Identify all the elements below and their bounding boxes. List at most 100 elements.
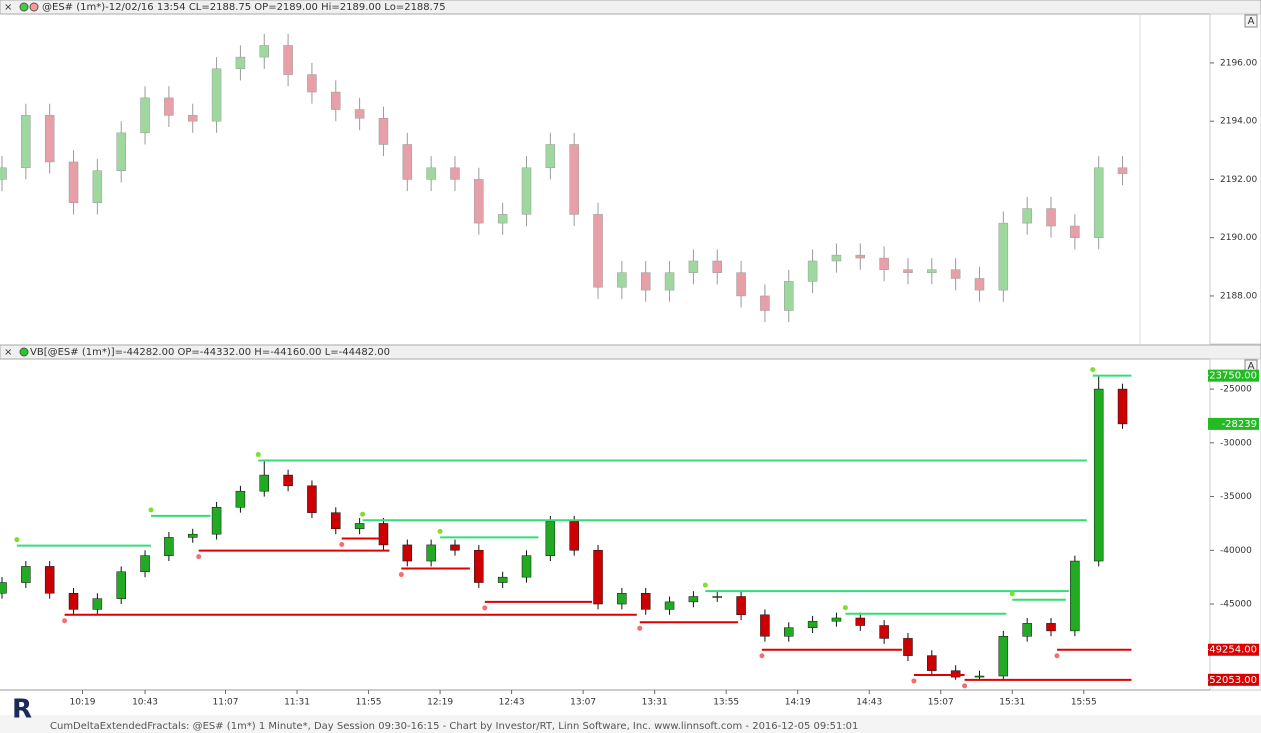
candle-body	[259, 45, 270, 58]
candle-body	[903, 269, 913, 273]
candle-body	[593, 214, 603, 288]
pane-title: @ES# (1m*)-12/02/16 13:54 CL=2188.75 OP=…	[42, 2, 446, 13]
x-tick-label: 11:07	[213, 698, 239, 708]
price-marker-label: -52053.00	[1206, 675, 1257, 686]
auto-scale-icon[interactable]: A	[1248, 16, 1255, 27]
price-marker	[1208, 643, 1259, 656]
y-tick-label: -35000	[1220, 492, 1252, 502]
fractal-dot	[339, 541, 345, 547]
status-dot[interactable]	[19, 347, 29, 357]
y-tick-label: 2194.00	[1220, 117, 1257, 127]
candle-body	[378, 523, 389, 546]
candle-body	[855, 617, 866, 626]
candle-body	[521, 167, 532, 215]
candle-body	[760, 614, 770, 637]
x-tick-label: 12:43	[499, 698, 525, 708]
candle-body	[450, 544, 460, 551]
y-tick-label: -25000	[1220, 385, 1252, 395]
candle-body	[807, 620, 818, 628]
candle-body	[164, 537, 174, 556]
candle-body	[307, 74, 317, 93]
y-tick-label: 2196.00	[1220, 58, 1257, 68]
x-tick-label: 15:55	[1071, 698, 1097, 708]
auto-scale-button[interactable]	[1244, 14, 1258, 28]
candle-body	[307, 485, 317, 513]
candle-body	[497, 576, 508, 583]
candle-body	[68, 593, 79, 610]
close-icon[interactable]: ×	[4, 347, 12, 358]
candle-body	[569, 144, 579, 215]
candle-body	[44, 115, 55, 163]
x-tick-label: 10:43	[132, 698, 158, 708]
candle-body	[450, 167, 460, 180]
candle-body	[784, 281, 794, 311]
candle-body	[21, 115, 31, 169]
candle-body	[164, 97, 174, 116]
candle-body	[974, 675, 985, 678]
fractal-dot	[398, 572, 404, 578]
candle-body	[736, 596, 746, 616]
y-tick-label: 2188.00	[1220, 291, 1257, 301]
candle-body	[1117, 167, 1128, 174]
candle-body	[92, 598, 103, 610]
candle-body	[474, 179, 484, 224]
fractal-dot	[148, 507, 154, 513]
candle-body	[1070, 560, 1080, 632]
candle-body	[712, 596, 722, 598]
fractal-dot	[255, 452, 261, 458]
status-dot[interactable]	[19, 2, 29, 12]
x-tick-label: 11:31	[284, 698, 310, 708]
candle-body	[354, 523, 365, 530]
candle-body	[879, 257, 889, 270]
fractal-dot	[637, 625, 643, 631]
candle-body	[807, 260, 818, 282]
candle-body	[1022, 623, 1032, 637]
candle-body	[640, 593, 651, 610]
candle-body	[68, 161, 79, 203]
fractal-dot	[196, 554, 202, 560]
candle-body	[378, 118, 389, 145]
candle-body	[688, 260, 699, 273]
candle-body	[426, 167, 436, 180]
candle-body	[402, 544, 413, 562]
auto-scale-icon[interactable]: A	[1248, 361, 1255, 372]
y-tick-label: 2192.00	[1220, 175, 1257, 185]
x-tick-label: 13:07	[570, 698, 596, 708]
candle-body	[1070, 225, 1080, 238]
x-tick-label: 14:43	[856, 698, 882, 708]
candle-body	[545, 521, 556, 556]
candle-body	[21, 566, 31, 583]
fractal-dot	[62, 618, 68, 624]
candle-body	[927, 269, 937, 273]
candle-body	[1046, 623, 1056, 632]
x-tick-label: 14:19	[785, 698, 811, 708]
candle-body	[235, 56, 246, 70]
fractal-dot	[911, 678, 917, 684]
pane-header	[0, 0, 1261, 15]
x-tick-label: 13:31	[642, 698, 668, 708]
status-dot[interactable]	[29, 2, 39, 12]
fractal-dot	[1054, 653, 1060, 659]
x-tick-label: 10:19	[69, 698, 95, 708]
candle-body	[0, 167, 7, 180]
y-tick-label: -30000	[1220, 438, 1252, 448]
candle-body	[426, 544, 436, 562]
candle-body	[116, 571, 126, 599]
fractal-dot	[360, 511, 366, 517]
candle-body	[211, 507, 222, 535]
candle-body	[92, 170, 103, 203]
candle-body	[712, 260, 722, 273]
candle-body	[831, 254, 842, 262]
logo: R	[12, 695, 32, 725]
candle-body	[927, 655, 937, 671]
candle-body	[211, 68, 222, 122]
fractal-dot	[702, 582, 708, 588]
price-axis	[1209, 13, 1261, 345]
candle-body	[617, 593, 627, 605]
candle-body	[569, 521, 579, 551]
price-marker	[1208, 673, 1259, 686]
close-icon[interactable]: ×	[4, 2, 12, 13]
candle-body	[617, 272, 627, 288]
candle-body	[998, 636, 1009, 677]
